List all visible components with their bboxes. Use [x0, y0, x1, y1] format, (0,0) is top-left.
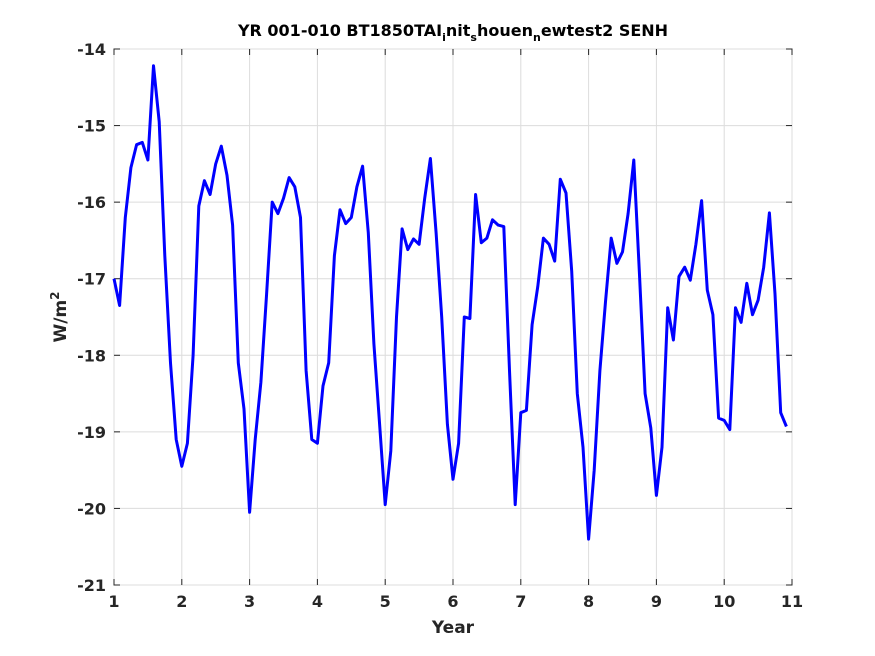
y-tick-label: -20 — [77, 499, 106, 518]
x-tick-label: 1 — [108, 592, 119, 611]
x-tick-label: 3 — [244, 592, 255, 611]
chart-title: YR 001-010 BT1850TAIinitshouennewtest2 S… — [237, 21, 668, 44]
x-axis-label: Year — [431, 618, 475, 638]
x-tick-label: 8 — [583, 592, 594, 611]
y-tick-label: -17 — [77, 270, 106, 289]
y-tick-label: -18 — [77, 346, 106, 365]
y-tick-label: -21 — [77, 576, 106, 595]
y-tick-label: -16 — [77, 193, 106, 212]
y-tick-label: -14 — [77, 40, 106, 59]
x-tick-label: 6 — [447, 592, 458, 611]
x-tick-label: 10 — [713, 592, 735, 611]
x-tick-label: 4 — [312, 592, 323, 611]
ticks-layer: 1 2 3 4 5 6 7 8 9 10 11 -21 -20 -19 -18 -17 -16 -15 -14 — [77, 40, 803, 611]
x-tick-label: 9 — [651, 592, 662, 611]
y-tick-label: -15 — [77, 117, 106, 136]
x-tick-label: 7 — [515, 592, 526, 611]
series-layer — [112, 64, 788, 541]
y-axis-label: W/m2 — [48, 291, 71, 342]
y-tick-label: -19 — [77, 423, 106, 442]
series-line — [112, 64, 788, 541]
x-tick-label: 2 — [176, 592, 187, 611]
x-tick-label: 11 — [781, 592, 803, 611]
x-tick-label: 5 — [380, 592, 391, 611]
